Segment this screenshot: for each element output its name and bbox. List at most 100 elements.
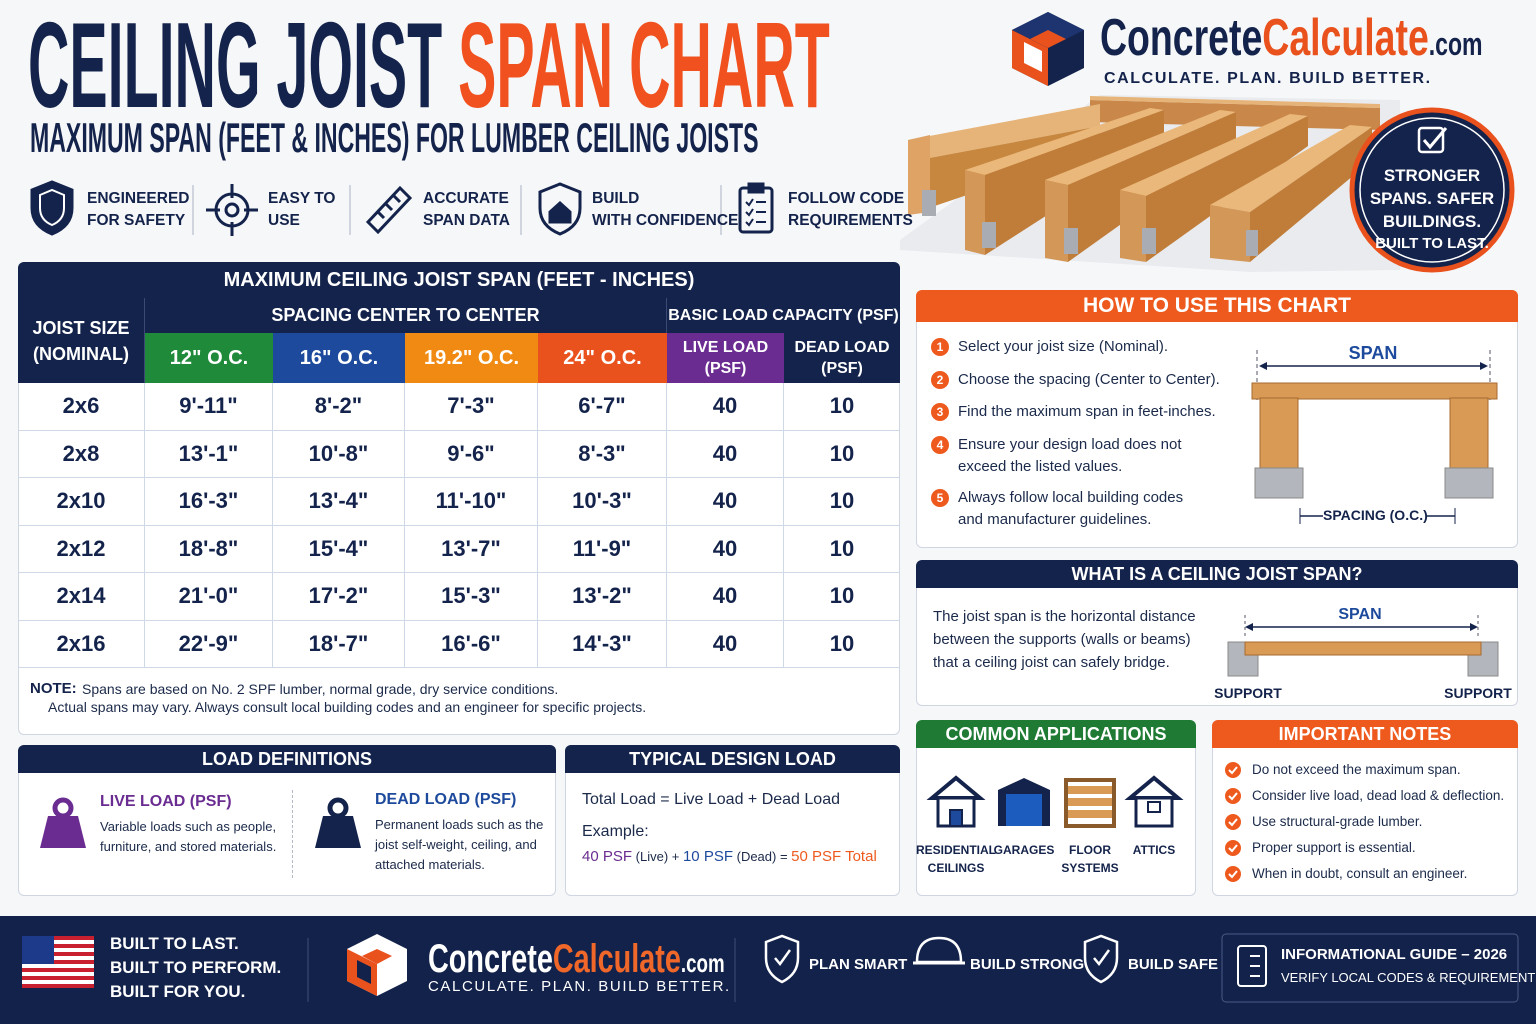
step-number: 3 [931,403,949,421]
decoration [1228,792,1238,801]
decoration [1064,778,1116,828]
decoration [764,934,800,984]
header-line: (PSF) [821,360,863,377]
note-text: Actual spans may vary. Always consult lo… [48,699,647,715]
spacing-header: 12" O.C. [145,333,273,383]
table-cell: 40 [667,383,784,431]
example-part: (Dead) = [733,849,792,864]
brand-part: Concrete [1100,9,1263,67]
brand-part: Concrete [428,937,553,981]
guide-text: INFORMATIONAL GUIDE – 2026 [1281,946,1508,963]
panel-title-bar: IMPORTANT NOTES [1212,720,1518,748]
diagram-label: SPAN [1323,343,1423,364]
decoration [1259,397,1299,469]
feature-text: SPAN DATA [423,212,510,229]
decoration [745,208,754,217]
badge [1349,107,1515,273]
load-text: Variable loads such as people, [100,819,277,834]
decoration [738,186,774,234]
table-cell: 10 [784,383,900,431]
decoration [922,190,936,216]
table-cell: 11'-10" [405,478,538,526]
example-part: 50 PSF Total [791,848,877,865]
decoration [1228,818,1238,827]
decoration [22,984,94,988]
note-text: Spans are based on No. 2 SPF lumber, nor… [82,681,559,697]
decoration [1480,362,1488,370]
decoration [745,198,754,207]
load-text: attached materials. [375,857,485,872]
table-cell: 18'-7" [273,620,405,668]
table-cell: 6'-7" [538,383,667,431]
brand-part: Calculate [1262,9,1429,67]
check-icon [1225,840,1241,856]
decoration [926,775,986,800]
decoration [1228,870,1238,879]
spacing-header: 24" O.C. [538,333,667,383]
brand-part: Calculate [552,937,681,981]
application-label: SYSTEMS [1061,861,1119,875]
table-cell: 2x8 [18,430,145,478]
application-label: ATTICS [1132,843,1176,857]
table-cell: 2x10 [18,478,145,526]
decoration [1259,362,1267,370]
decoration [1225,814,1241,830]
table-cell: 40 [667,525,784,573]
decoration [1045,180,1068,262]
decoration [1006,794,1042,826]
load-text: joist self-weight, ceiling, and [375,837,537,852]
table-cell: 10 [784,431,900,478]
panel-title-bar: WHAT IS A CEILING JOIST SPAN? [916,560,1518,588]
decoration [1349,107,1515,273]
decoration [1068,786,1112,794]
table-cell: 18'-8" [145,525,273,573]
decoration [908,104,1100,162]
decoration [1225,762,1241,778]
footer-logo [347,934,407,996]
title-part: SPAN CHART [458,0,830,133]
header-line: JOIST SIZE [32,317,130,338]
decoration [392,194,402,204]
table-cell: 13'-2" [538,573,667,621]
table-title: MAXIMUM CEILING JOIST SPAN (FEET - INCHE… [223,269,695,291]
separator [292,790,293,878]
table-cell: 9'-11" [145,383,273,431]
step-text: Choose the spacing (Center to Center). [958,371,1220,388]
step-text: Select your joist size (Nominal). [958,338,1169,355]
example-part: 40 PSF [582,848,633,865]
decoration [1142,228,1156,254]
panel-title: TYPICAL DESIGN LOAD [629,749,836,769]
panel-title-bar: COMMON APPLICATIONS [916,720,1196,748]
panel [1212,720,1518,896]
decoration [1250,127,1372,262]
table-cell: 2x12 [18,525,145,573]
table-cell: 10 [784,621,900,668]
header-line: (PSF) [704,360,747,377]
decoration [1210,205,1250,262]
decoration [1251,382,1498,400]
decoration [965,108,1164,175]
span-diagram [1251,350,1498,524]
decoration [1068,798,1112,806]
decoration [1093,949,1111,967]
table-cell: 17'-2" [273,573,405,621]
example-part: 10 PSF [682,848,733,865]
panel-title: LOAD DEFINITIONS [202,749,372,769]
panel-title-bar: TYPICAL DESIGN LOAD [565,745,900,773]
decoration [1120,114,1308,196]
application-label: RESIDENTIAL [915,843,996,857]
load-title: LIVE LOAD (PSF) [100,793,232,810]
table-cell: 40 [667,478,784,526]
header-line: (NOMINAL) [33,343,129,364]
example-part: (Live) + [632,849,683,864]
decoration [1422,127,1448,150]
decoration [1228,766,1238,775]
title-part: CEILING JOIST [28,0,443,133]
table-cell: 13'-1" [145,430,273,478]
decoration [1359,117,1505,263]
step-number: 5 [931,489,949,507]
check-icon [1225,866,1241,882]
guide-text: VERIFY LOCAL CODES & REQUIREMENTS [1281,970,1536,985]
table-cell: 16'-6" [405,620,538,668]
load-title: DEAD LOAD (PSF) [375,791,517,808]
